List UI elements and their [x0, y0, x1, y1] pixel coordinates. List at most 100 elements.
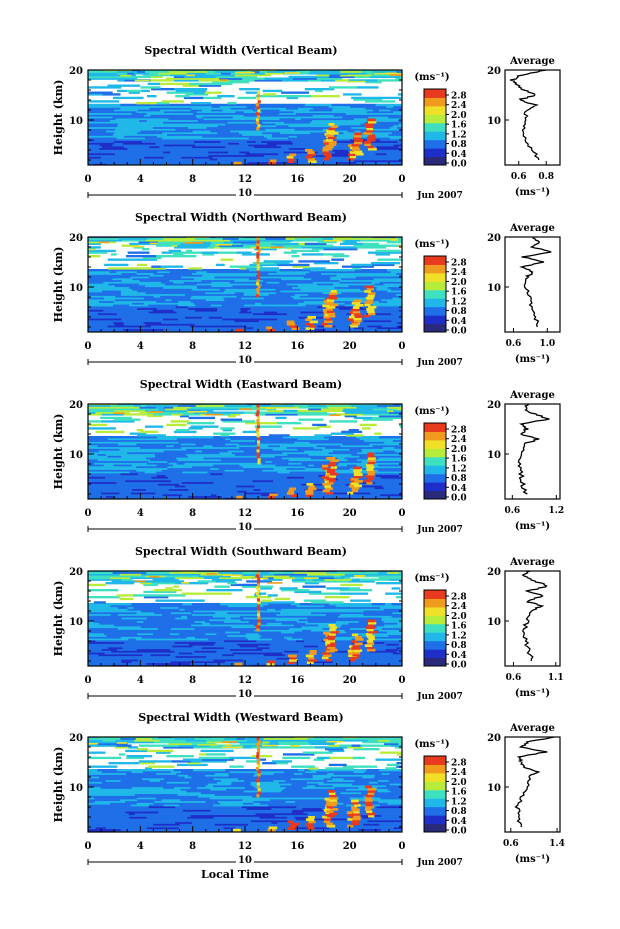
heatmap-cell — [219, 408, 240, 411]
heatmap-cell — [196, 448, 223, 451]
heatmap-cell — [337, 437, 361, 441]
heatmap-cell — [291, 636, 310, 639]
heatmap-cell — [308, 636, 331, 639]
heatmap-cell — [326, 818, 342, 821]
heatmap-cell — [312, 281, 340, 284]
heatmap-cell — [389, 664, 400, 666]
heatmap-cell — [251, 311, 265, 314]
heatmap-cell — [225, 479, 254, 483]
heatmap-cell — [193, 307, 218, 310]
heatmap-cell — [294, 648, 327, 651]
heatmap-cell — [271, 807, 303, 810]
heatmap-cell — [88, 821, 120, 824]
heatmap-cell — [121, 151, 147, 154]
heatmap-cell — [277, 741, 309, 744]
heatmap-cell — [93, 601, 106, 604]
heatmap-cell — [257, 276, 275, 279]
heatmap-cell — [316, 756, 330, 760]
heatmap-cell — [124, 145, 150, 149]
heatmap-cell — [310, 643, 338, 646]
blob-cell — [326, 310, 334, 313]
heatmap-cell — [275, 618, 300, 622]
heatmap-cell — [373, 161, 390, 164]
heatmap-cell — [226, 788, 260, 791]
heatmap-cell — [136, 429, 144, 432]
heatmap-cell — [228, 774, 254, 777]
heatmap-cell — [201, 617, 208, 620]
heatmap-cell — [344, 304, 357, 307]
heatmap-cell — [387, 286, 402, 289]
heatmap-cell — [233, 241, 257, 244]
heatmap-cell — [213, 816, 228, 819]
blob-cell — [366, 299, 373, 302]
heatmap-cell — [363, 159, 399, 163]
heatmap-cell — [247, 323, 276, 326]
heatmap-cell — [227, 589, 243, 592]
blob-cell — [322, 148, 329, 152]
heatmap-cell — [257, 645, 271, 648]
heatmap-cell — [399, 657, 402, 660]
heatmap-cell — [236, 286, 271, 289]
spike-cell — [256, 112, 260, 116]
heatmap-cell — [166, 795, 199, 798]
heatmap-cell — [329, 756, 354, 760]
heatmap-cell — [240, 297, 265, 300]
heatmap-cell — [330, 276, 357, 279]
heatmap-cell — [159, 481, 183, 484]
blob-cell — [349, 324, 359, 328]
blob-cell — [351, 148, 361, 151]
heatmap-cell — [205, 298, 220, 302]
heatmap-cell — [276, 660, 289, 664]
heatmap-cell — [251, 70, 261, 73]
heatmap-cell — [151, 467, 168, 470]
heatmap-cell — [185, 237, 196, 240]
heatmap-cell — [382, 485, 399, 488]
heatmap-cell — [260, 823, 275, 826]
heatmap-cell — [166, 636, 172, 639]
heatmap-cell — [143, 321, 162, 324]
heatmap-cell — [269, 163, 296, 165]
heatmap-cell — [328, 744, 340, 747]
heatmap-cell — [144, 137, 152, 140]
heatmap-cell — [299, 646, 329, 650]
heatmap-cell — [246, 490, 262, 493]
heatmap-cell — [222, 286, 238, 289]
heatmap-cell — [239, 811, 259, 814]
heatmap-cell — [333, 610, 365, 613]
heatmap-cell — [225, 288, 253, 291]
heatmap-cell — [223, 321, 257, 324]
heatmap-cell — [207, 617, 219, 620]
heatmap-cell — [321, 439, 340, 442]
heatmap-cell — [201, 479, 227, 483]
heatmap-cell — [364, 277, 375, 281]
heatmap-cell — [341, 119, 367, 122]
heatmap-cell — [316, 791, 335, 795]
heatmap-cell — [223, 646, 258, 650]
colorbar-tick-label: 2.0 — [451, 612, 467, 622]
heatmap-cell — [170, 74, 178, 77]
heatmap-cell — [323, 781, 352, 784]
heatmap-cell — [100, 156, 113, 159]
heatmap-cell — [220, 779, 245, 782]
heatmap-cell — [392, 791, 402, 795]
heatmap-cell — [266, 783, 292, 786]
spike-cell — [256, 237, 260, 241]
heatmap-cell — [239, 267, 247, 270]
heatmap-cell — [120, 636, 143, 639]
heatmap-cell — [109, 625, 142, 629]
heatmap-cell — [176, 457, 204, 460]
blob-cell — [306, 661, 314, 664]
heatmap-cell — [177, 274, 203, 277]
colorbar-tick-label: 2.0 — [451, 278, 467, 288]
heatmap-cell — [194, 650, 217, 653]
heatmap-cell — [361, 70, 374, 73]
average-frame — [504, 236, 561, 333]
heatmap-cell — [396, 325, 402, 328]
heatmap-cell — [203, 576, 220, 580]
heatmap-cell — [269, 646, 301, 650]
heatmap-cell — [106, 620, 138, 623]
heatmap-cell — [119, 330, 151, 332]
heatmap-cell — [205, 413, 223, 416]
spike-cell — [257, 589, 261, 593]
heatmap-cell — [324, 138, 351, 142]
